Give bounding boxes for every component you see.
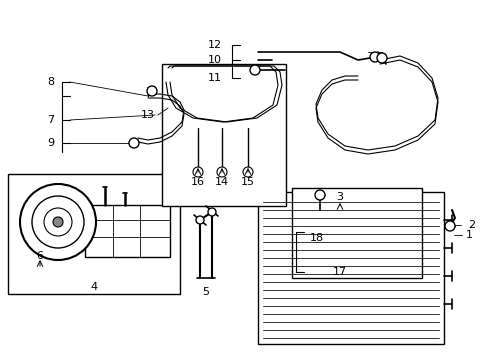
Circle shape: [147, 86, 157, 96]
Circle shape: [249, 65, 260, 75]
Text: 7: 7: [47, 115, 54, 125]
Circle shape: [196, 216, 203, 224]
Circle shape: [314, 190, 325, 200]
Text: 12: 12: [207, 40, 222, 50]
Circle shape: [53, 217, 63, 227]
Bar: [85, 205, 170, 257]
Text: 18: 18: [309, 233, 324, 243]
Text: 4: 4: [90, 282, 98, 292]
Circle shape: [217, 167, 226, 177]
Text: 17: 17: [332, 267, 346, 277]
Circle shape: [207, 208, 216, 216]
Text: 2: 2: [467, 220, 474, 230]
Circle shape: [369, 52, 379, 62]
Circle shape: [243, 167, 252, 177]
Circle shape: [129, 138, 139, 148]
Text: 1: 1: [465, 230, 472, 240]
Bar: [162, 64, 285, 206]
Text: 10: 10: [207, 55, 222, 65]
Bar: [8, 174, 180, 294]
Text: 3: 3: [336, 192, 343, 202]
Text: 15: 15: [241, 177, 254, 187]
Text: 13: 13: [141, 110, 155, 120]
Text: 16: 16: [191, 177, 204, 187]
Text: 6: 6: [37, 251, 43, 261]
Text: 9: 9: [47, 138, 54, 148]
Circle shape: [44, 208, 72, 236]
Circle shape: [193, 167, 203, 177]
Text: 14: 14: [215, 177, 228, 187]
Circle shape: [32, 196, 84, 248]
Text: 5: 5: [202, 287, 209, 297]
Circle shape: [376, 53, 386, 63]
Circle shape: [20, 184, 96, 260]
Bar: [291, 188, 421, 278]
Text: 8: 8: [47, 77, 54, 87]
Bar: [258, 192, 443, 344]
Circle shape: [444, 221, 454, 231]
Text: 11: 11: [207, 73, 222, 83]
